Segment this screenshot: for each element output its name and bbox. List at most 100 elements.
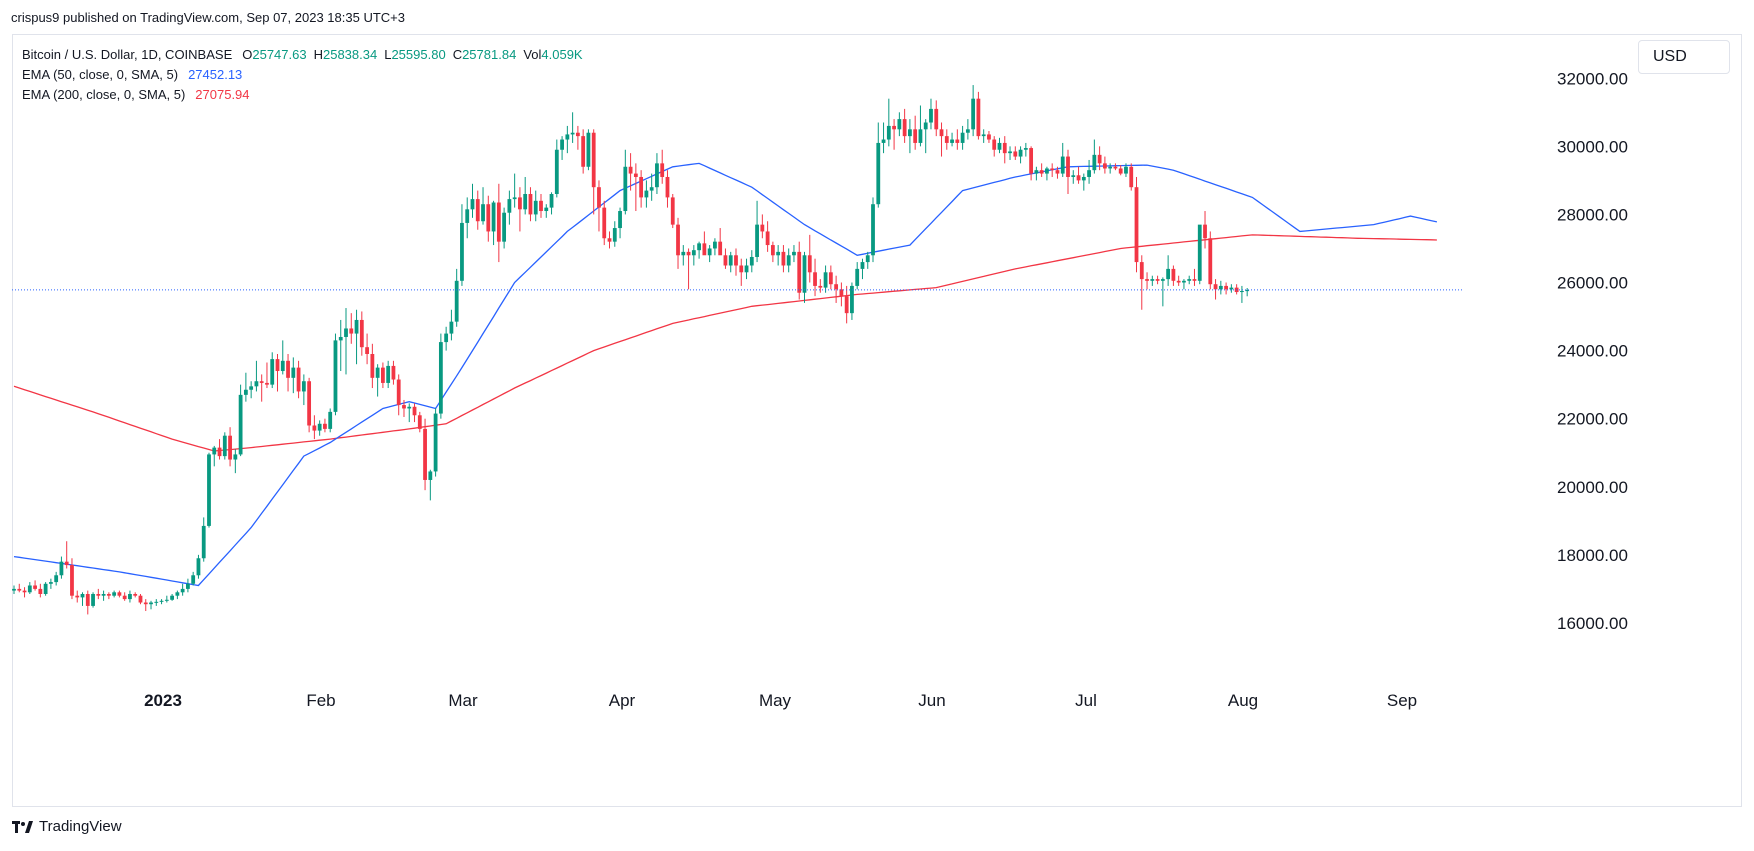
candle	[359, 311, 364, 356]
candle	[117, 590, 122, 598]
candle-body	[776, 251, 781, 256]
candle-body	[407, 406, 412, 409]
candle-body	[581, 136, 586, 167]
candle	[307, 377, 312, 433]
candle-body	[992, 139, 997, 150]
candle	[1182, 279, 1186, 290]
candle-body	[70, 565, 74, 596]
candle	[1008, 146, 1012, 160]
currency-button[interactable]: USD	[1638, 40, 1730, 74]
candle	[349, 313, 354, 344]
candle-body	[207, 454, 211, 526]
candle	[265, 362, 269, 389]
candle-body	[1197, 224, 1202, 281]
candle	[1245, 288, 1250, 297]
candle	[149, 600, 153, 610]
ohlc-key: O	[242, 47, 253, 62]
candle	[628, 153, 633, 191]
candle-body	[660, 163, 665, 177]
ohlc-key: Vol	[523, 47, 542, 62]
candle-body	[149, 602, 153, 605]
candle-body	[781, 251, 786, 266]
candle	[512, 173, 517, 208]
candle	[1050, 163, 1055, 177]
candle-body	[80, 594, 85, 598]
candle-body	[423, 428, 427, 480]
ohlc-key: H	[313, 47, 323, 62]
candle	[533, 190, 538, 222]
candle-body	[196, 558, 201, 576]
candle-body	[987, 134, 991, 140]
candle	[338, 319, 343, 372]
candle-body	[1171, 268, 1176, 281]
candle-body	[749, 256, 754, 266]
candle-body	[12, 588, 16, 591]
candle	[713, 238, 717, 256]
candle	[375, 364, 380, 397]
candle	[1187, 275, 1192, 285]
candle	[897, 112, 902, 137]
candle-body	[301, 381, 306, 392]
candle-body	[723, 255, 728, 266]
candle-body	[338, 336, 343, 341]
candle	[254, 360, 259, 392]
candle	[412, 403, 417, 423]
candle	[633, 163, 638, 212]
candle-body	[597, 187, 601, 208]
candle-body	[792, 251, 796, 256]
candle-body	[813, 272, 817, 286]
price-chart[interactable]: 16000.00 18000.00 20000.00 22000.00 24000.00…	[12, 34, 1742, 807]
candle	[143, 599, 148, 612]
candle-body	[249, 386, 254, 390]
candle-body	[786, 255, 791, 266]
candle-body	[670, 197, 675, 225]
candle-body	[612, 228, 617, 242]
candle	[270, 352, 275, 389]
ema200-value: 27075.94	[195, 87, 250, 102]
candle	[591, 129, 596, 215]
candle-body	[913, 129, 918, 143]
candle-body	[460, 222, 464, 281]
candle	[676, 217, 680, 269]
candle	[1023, 142, 1028, 157]
candle-body	[43, 583, 48, 594]
candle	[101, 590, 106, 601]
candle	[697, 241, 701, 259]
candle	[106, 592, 111, 600]
candle-body	[217, 447, 222, 457]
symbol-label: Bitcoin / U.S. Dollar, 1D, COINBASE	[22, 47, 233, 62]
candle-body	[17, 588, 22, 591]
tradingview-brand[interactable]: TradingView	[12, 818, 122, 835]
candle	[965, 119, 970, 140]
candle	[792, 245, 796, 263]
candle	[607, 231, 612, 249]
candle-body	[33, 585, 37, 589]
candle	[1081, 173, 1086, 191]
candle	[291, 357, 296, 394]
candle	[839, 282, 844, 307]
candle-body	[1213, 284, 1218, 290]
candle	[481, 187, 485, 225]
candle	[691, 245, 696, 266]
candle-body	[1055, 170, 1060, 174]
candle	[438, 333, 443, 419]
candle-body	[491, 202, 496, 232]
candle	[686, 248, 691, 290]
candle-body	[908, 129, 912, 137]
candle-body	[649, 187, 654, 191]
candle	[17, 583, 22, 593]
candle-body	[1118, 168, 1123, 174]
candle	[249, 381, 254, 399]
candle	[444, 326, 449, 351]
candle-body	[1060, 156, 1065, 174]
candle-body	[354, 319, 359, 334]
candle-body	[1018, 149, 1023, 157]
candle	[892, 119, 896, 150]
candle-body	[1208, 238, 1213, 285]
candle-body	[518, 197, 522, 210]
candle-body	[59, 561, 64, 576]
candle	[908, 119, 912, 154]
candle	[1176, 275, 1181, 286]
candle-body	[528, 194, 533, 215]
candle	[1002, 136, 1007, 164]
